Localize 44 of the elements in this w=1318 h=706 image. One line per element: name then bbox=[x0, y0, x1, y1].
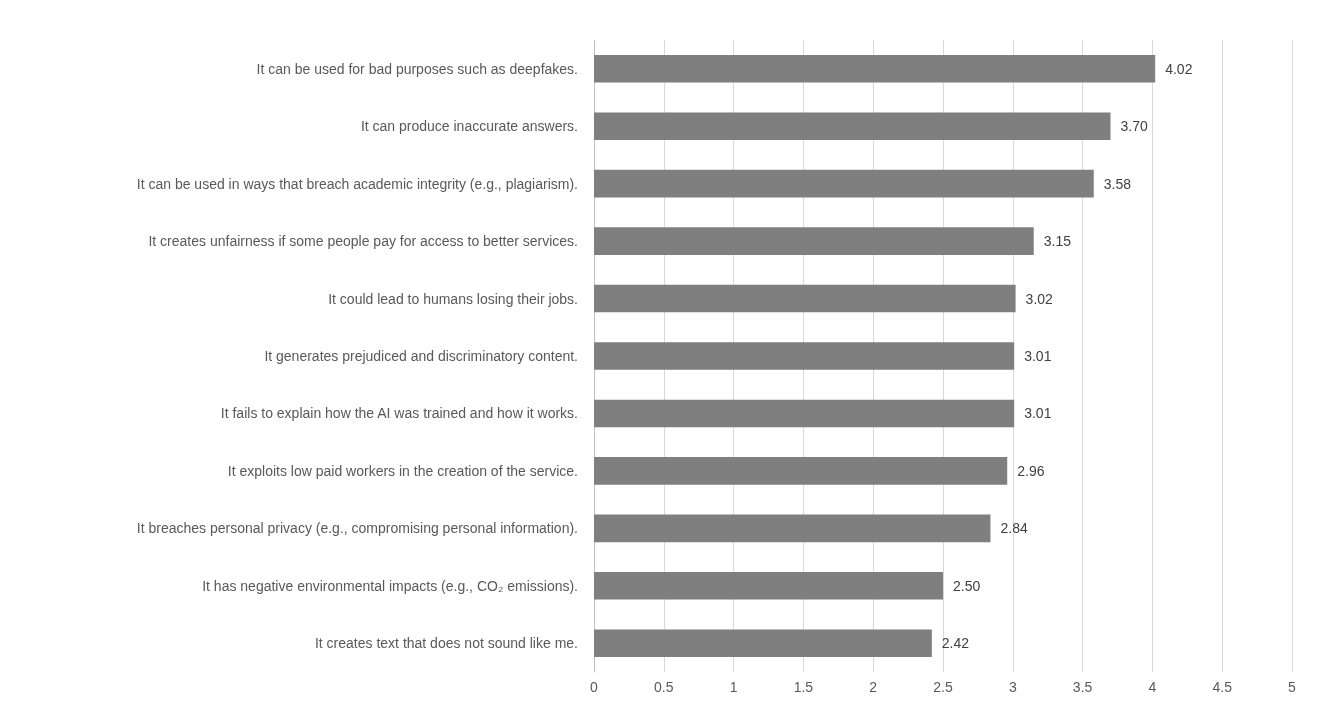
y-tick-label: It breaches personal privacy (e.g., compromising personal information). bbox=[136, 520, 578, 537]
bar bbox=[594, 457, 1008, 485]
bar bbox=[594, 169, 1094, 198]
y-tick-label: It could lead to humans losing their jobs. bbox=[328, 290, 578, 307]
x-tick-label: 4 bbox=[1148, 679, 1157, 695]
y-tick-label: It generates prejudiced and discriminatory content. bbox=[264, 348, 578, 364]
x-tick-label: 2 bbox=[869, 679, 878, 695]
x-tick-label: 0 bbox=[590, 679, 599, 695]
data-label: 3.01 bbox=[1024, 405, 1052, 422]
data-label: 2.96 bbox=[1017, 462, 1045, 479]
x-tick-label: 1 bbox=[729, 679, 738, 695]
bar bbox=[594, 572, 943, 600]
y-tick-label: It fails to explain how the AI was trained and how it works. bbox=[220, 405, 578, 422]
data-label: 3.15 bbox=[1043, 233, 1072, 250]
y-tick-label: It creates text that does not sound like me. bbox=[314, 635, 578, 652]
data-label: 2.84 bbox=[1000, 520, 1028, 537]
x-tick-label: 3.5 bbox=[1072, 679, 1093, 695]
data-label: 3.02 bbox=[1025, 290, 1054, 307]
x-tick-label: 3 bbox=[1008, 679, 1017, 695]
bar bbox=[594, 629, 932, 658]
data-label: 3.01 bbox=[1024, 348, 1052, 364]
bar bbox=[594, 514, 991, 543]
bar bbox=[594, 227, 1034, 255]
x-tick-label: 1.5 bbox=[793, 679, 814, 695]
x-tick-label: 0.5 bbox=[654, 679, 674, 695]
data-label: 2.42 bbox=[941, 635, 970, 652]
bar bbox=[594, 112, 1111, 140]
bar bbox=[594, 399, 1015, 428]
data-label: 4.02 bbox=[1165, 60, 1193, 77]
y-tick-label: It has negative environmental impacts (e.g., CO₂ emissions). bbox=[202, 577, 578, 594]
data-label: 3.70 bbox=[1120, 118, 1148, 135]
y-tick-label: It exploits low paid workers in the creation of the service. bbox=[227, 462, 578, 479]
y-tick-label: It can be used in ways that breach academic integrity (e.g., plagiarism). bbox=[136, 175, 578, 192]
x-tick-label: 5 bbox=[1288, 679, 1297, 695]
data-label: 3.58 bbox=[1103, 175, 1132, 192]
bar bbox=[594, 54, 1156, 83]
x-tick-label: 4.5 bbox=[1212, 679, 1233, 695]
y-tick-label: It creates unfairness if some people pay for access to better services. bbox=[148, 233, 578, 250]
bar bbox=[594, 342, 1015, 370]
bar bbox=[594, 284, 1016, 313]
data-label: 2.50 bbox=[953, 577, 981, 594]
y-tick-label: It can produce inaccurate answers. bbox=[360, 118, 578, 135]
x-tick-label: 2.5 bbox=[933, 679, 953, 695]
y-tick-label: It can be used for bad purposes such as deepfakes. bbox=[256, 60, 578, 77]
